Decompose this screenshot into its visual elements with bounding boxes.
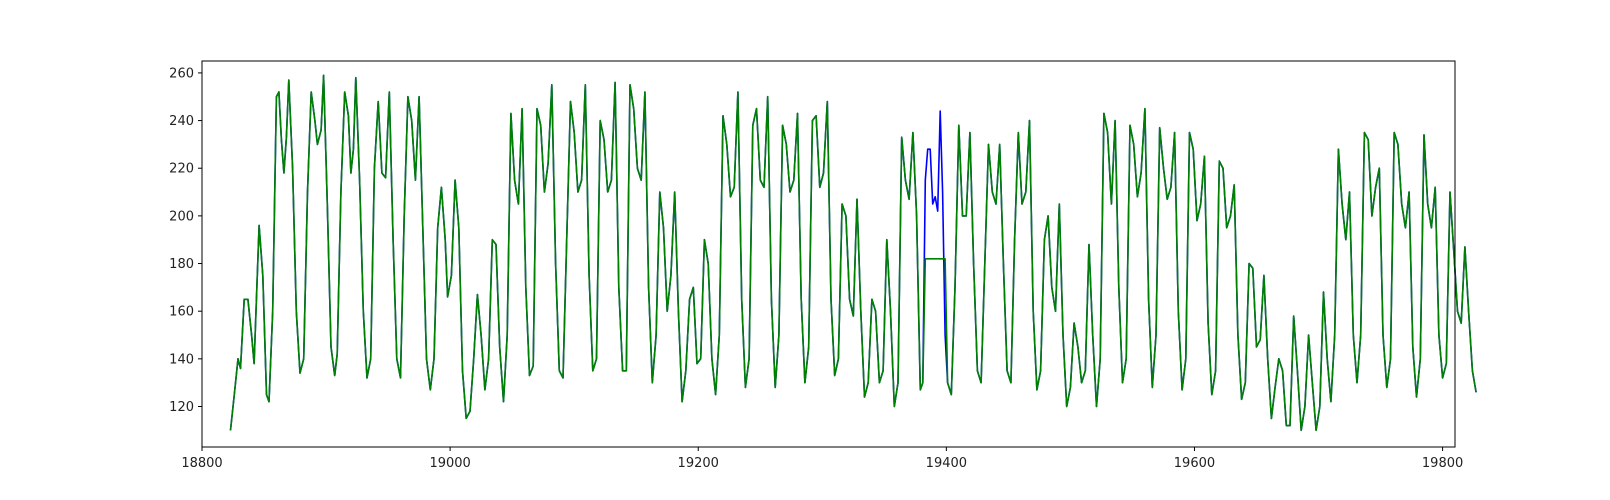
y-tick-label: 260: [169, 66, 194, 81]
y-axis: 120 140 160 180 200 220 240 260: [169, 66, 202, 415]
x-axis: 18800 19000 19200 19400 19600 19800: [181, 447, 1463, 471]
y-tick-label: 220: [169, 162, 194, 177]
y-tick-label: 180: [169, 257, 194, 272]
y-tick-label: 200: [169, 209, 194, 224]
x-tick-label: 19400: [926, 456, 967, 471]
y-tick-label: 140: [169, 352, 194, 367]
x-tick-label: 19000: [429, 456, 470, 471]
x-tick-label: 19200: [678, 456, 719, 471]
plot-frame: [201, 60, 1456, 448]
y-tick-label: 120: [169, 400, 194, 415]
series-layer: [229, 74, 1477, 432]
series-line-2: [229, 74, 1477, 432]
y-tick-label: 160: [169, 305, 194, 320]
y-tick-label: 240: [169, 114, 194, 129]
x-tick-label: 19800: [1422, 456, 1463, 471]
x-tick-label: 18800: [181, 456, 222, 471]
x-tick-label: 19600: [1174, 456, 1215, 471]
